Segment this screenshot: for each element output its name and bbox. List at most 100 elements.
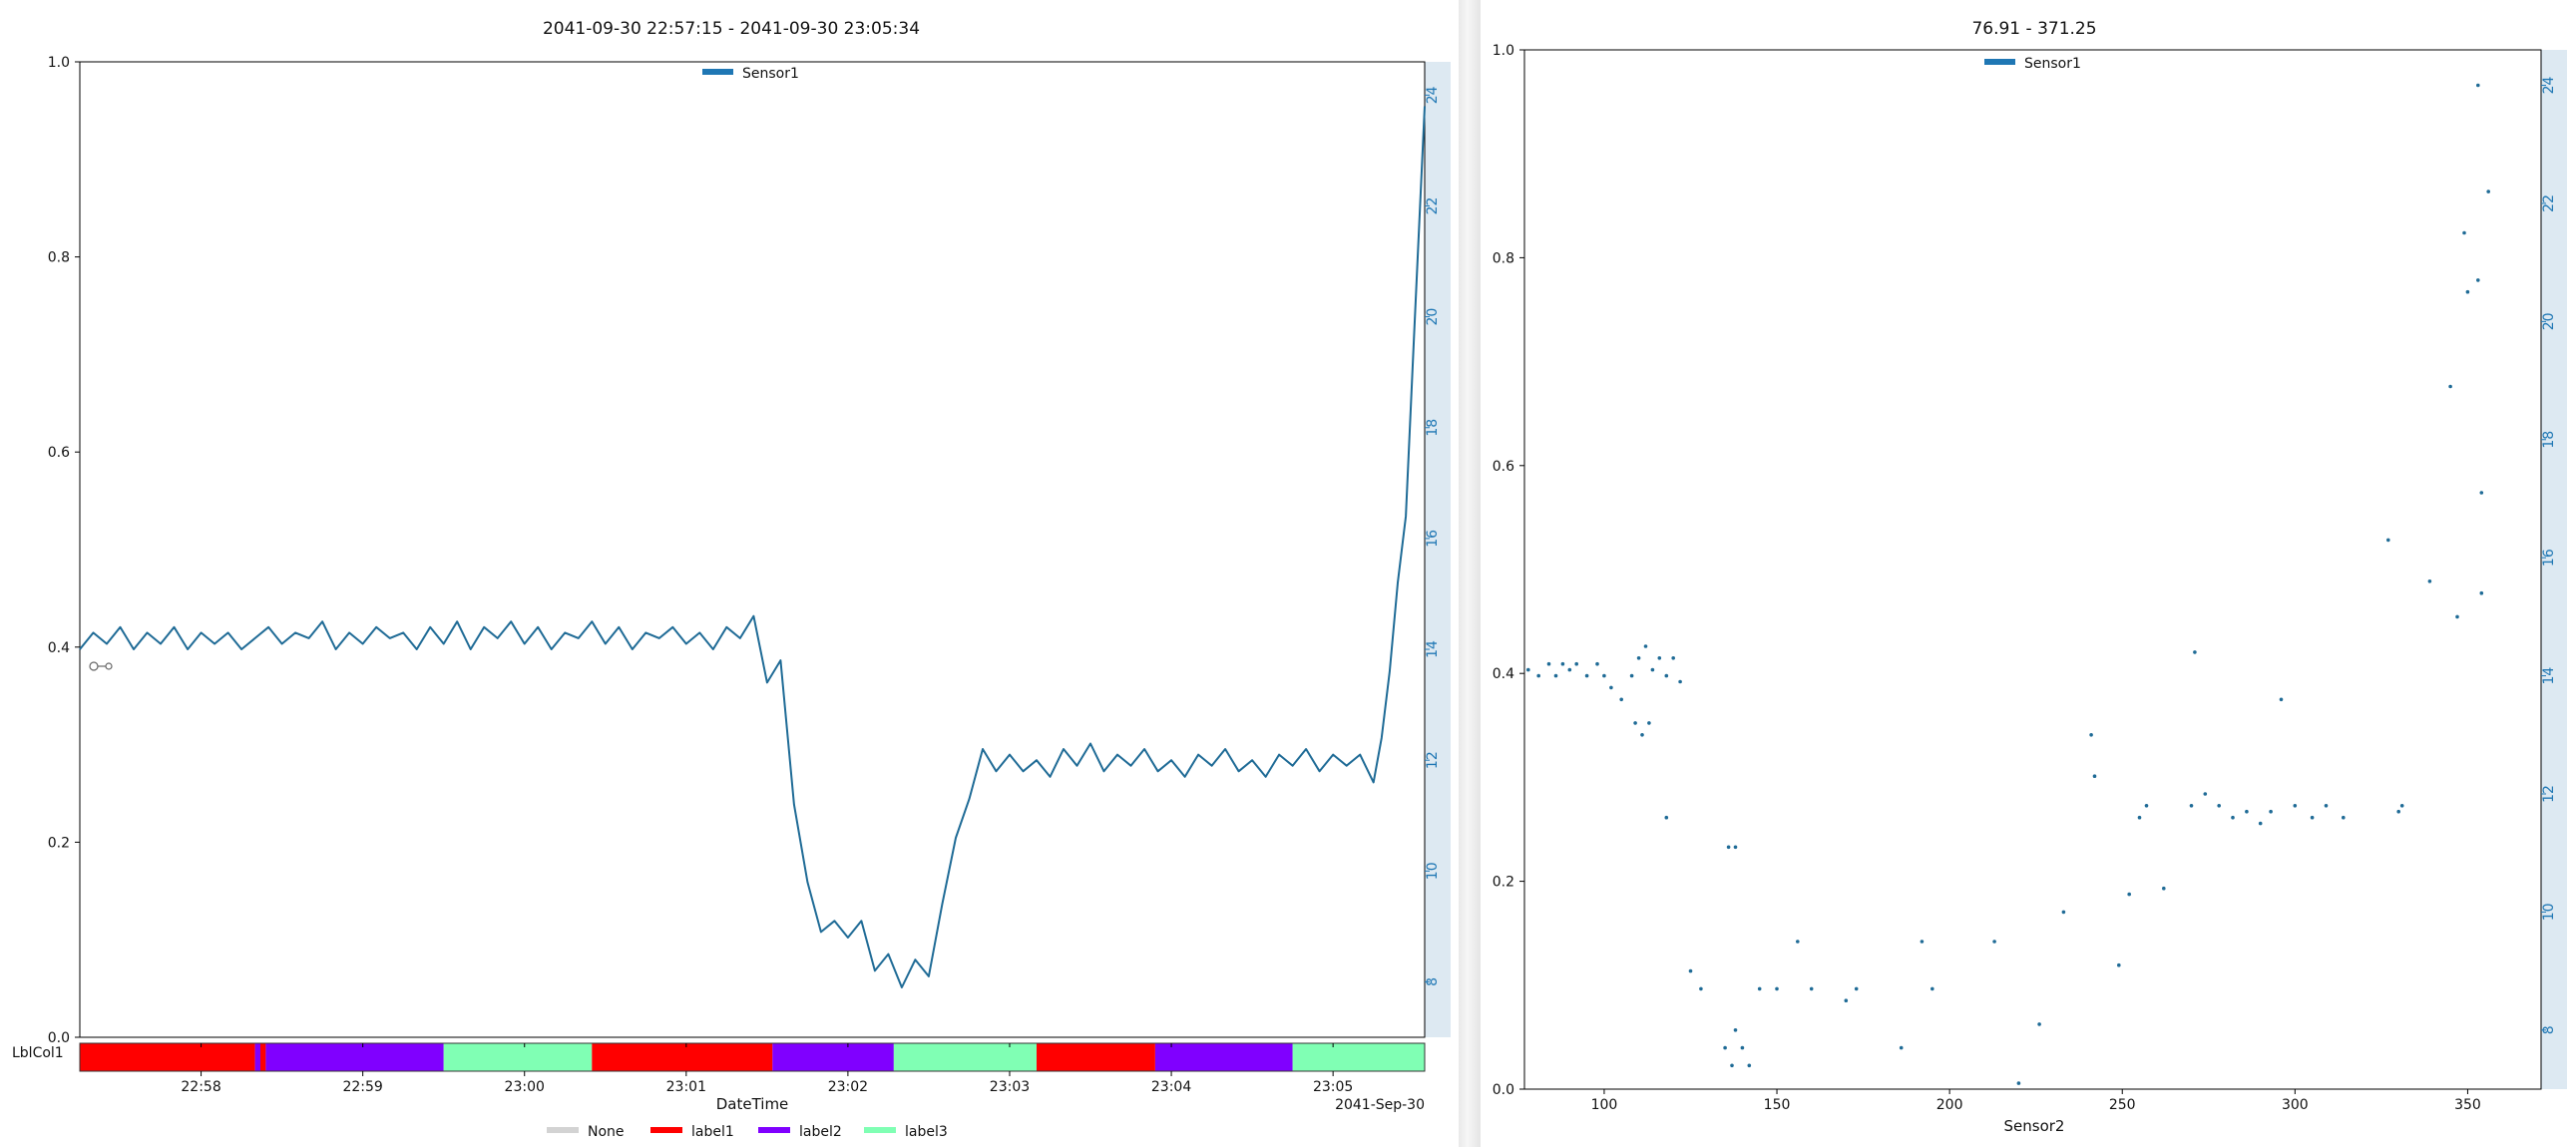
scatter-point <box>2217 804 2221 808</box>
scatter-point <box>2189 804 2194 808</box>
scatter-point <box>2089 733 2093 737</box>
label-legend-item-label1[interactable]: label1 <box>691 1124 734 1140</box>
scatter-point <box>2476 83 2480 88</box>
chart-title: 76.91 - 371.25 <box>1971 19 2096 39</box>
label-legend-item-None[interactable]: None <box>588 1124 625 1140</box>
y2-tick-label-8: 24 <box>1425 86 1441 104</box>
timeseries-chart[interactable]: 2041-09-30 22:57:15 - 2041-09-30 23:05:3… <box>0 0 1459 1147</box>
y-axis-right: 8 10 12 14 16 18 20 22 24 <box>1425 86 1441 986</box>
scatter-point <box>1657 656 1662 660</box>
scatter-point <box>2396 809 2400 814</box>
scatter-point <box>1536 673 1540 678</box>
scatter-point <box>2479 491 2484 495</box>
label-segment-label2[interactable] <box>265 1043 444 1071</box>
label-segment-label3[interactable] <box>1292 1043 1425 1071</box>
x-tick-label-4: 300 <box>2282 1097 2309 1113</box>
scatter-point <box>2324 804 2329 808</box>
scatter-chart[interactable]: 76.91 - 371.25 0.0 0.2 0.4 0.6 0.8 1.0 8 10 12 1… <box>1481 0 2576 1147</box>
y-tick-label-5: 1.0 <box>1493 43 1514 59</box>
scatter-point <box>2455 614 2459 619</box>
scatter-point <box>1643 644 1648 648</box>
label-segment-label1[interactable] <box>592 1043 773 1071</box>
y2-tick-label-8: 24 <box>2541 77 2557 95</box>
legend[interactable]: Sensor1 <box>702 66 799 82</box>
x-tick-label-2: 200 <box>1936 1097 1963 1113</box>
scatter-point <box>1775 986 1779 991</box>
chart-title: 2041-09-30 22:57:15 - 2041-09-30 23:05:3… <box>543 19 920 39</box>
x-tick-label-5: 350 <box>2454 1097 2481 1113</box>
x-tick-label-3: 250 <box>2109 1097 2136 1113</box>
label-track-frame <box>79 1042 1426 1072</box>
pan-cursor-icon <box>89 661 113 671</box>
scatter-point <box>1688 968 1693 973</box>
panel-splitter[interactable] <box>1459 0 1481 1147</box>
y-tick-label-3: 0.6 <box>48 445 70 461</box>
legend[interactable]: Sensor1 <box>1984 56 2081 72</box>
scatter-point <box>2016 1081 2021 1085</box>
scatter-point <box>1574 661 1578 666</box>
label-segment-label1[interactable] <box>1037 1043 1155 1071</box>
label-segment-label1[interactable] <box>80 1043 255 1071</box>
scatter-point <box>1664 815 1669 820</box>
scatter-point <box>2386 538 2390 543</box>
y2-tick-label-7: 22 <box>1425 197 1441 215</box>
y2-tick-label-1: 10 <box>2541 903 2557 921</box>
x-tick-label-5: 23:03 <box>990 1079 1030 1095</box>
label-track[interactable] <box>79 1042 1426 1072</box>
y2-tick-label-0: 8 <box>2541 1025 2557 1034</box>
label-segment-label1[interactable] <box>260 1043 266 1071</box>
scatter-point <box>2448 384 2452 389</box>
scatter-point <box>2462 230 2466 235</box>
x-tick-label-1: 150 <box>1764 1097 1791 1113</box>
scatter-point <box>1633 721 1637 725</box>
right-axis-band[interactable] <box>2541 50 2567 1089</box>
scatter-point <box>1992 940 1996 944</box>
scatter-point <box>1650 667 1655 672</box>
y-tick-label-2: 0.4 <box>48 640 70 656</box>
y2-tick-label-2: 12 <box>1425 751 1441 769</box>
label-legend-item-label2[interactable]: label2 <box>799 1124 842 1140</box>
y-tick-label-0: 0.0 <box>1493 1082 1514 1098</box>
sensor1-line <box>79 106 1426 988</box>
x-axis: 22:58 22:59 23:00 23:01 23:02 23:03 23:04 23:05 <box>181 1043 1353 1095</box>
scatter-point <box>2092 774 2097 778</box>
scatter-point <box>1553 673 1558 678</box>
x-tick-label-2: 23:00 <box>505 1079 545 1095</box>
y2-tick-label-3: 14 <box>1425 640 1441 658</box>
x-tick-label-0: 22:58 <box>181 1079 220 1095</box>
y-axis-left: 0.0 0.2 0.4 0.6 0.8 1.0 <box>48 55 80 1046</box>
y2-tick-label-1: 10 <box>1425 862 1441 880</box>
scatter-point <box>1747 1063 1752 1068</box>
label-legend[interactable]: None label1 label2 label3 <box>547 1124 948 1140</box>
label-segment-label3[interactable] <box>893 1043 1037 1071</box>
scatter-point <box>1567 667 1572 672</box>
scatter-point <box>2310 815 2315 820</box>
scatter-point <box>2117 962 2121 967</box>
scatter-point <box>1733 1028 1738 1032</box>
label-segment-label3[interactable] <box>443 1043 593 1071</box>
y2-tick-label-5: 18 <box>2541 431 2557 449</box>
label-segment-label2[interactable] <box>254 1043 260 1071</box>
label-segment-label2[interactable] <box>1154 1043 1293 1071</box>
right-axis-band[interactable] <box>1425 62 1451 1037</box>
scatter-point <box>1619 697 1623 702</box>
scatter-point <box>2144 804 2149 808</box>
label-segment-label2[interactable] <box>772 1043 894 1071</box>
legend-label-sensor1: Sensor1 <box>2024 56 2081 72</box>
series-sensor1 <box>79 106 1426 988</box>
scatter-point <box>2258 821 2263 826</box>
scatter-point <box>2479 590 2484 595</box>
x-axis-label: Sensor2 <box>2004 1117 2065 1135</box>
y2-tick-label-4: 16 <box>1425 530 1441 548</box>
y2-tick-label-6: 20 <box>1425 308 1441 326</box>
scatter-point <box>2162 886 2166 891</box>
scatter-point <box>1809 986 1814 991</box>
scatter-point <box>1733 845 1738 850</box>
scatter-point <box>1796 940 1800 944</box>
x-axis-label: DateTime <box>716 1095 789 1113</box>
scatter-point <box>2279 697 2284 702</box>
scatter-point <box>1723 1045 1727 1050</box>
y-tick-label-3: 0.6 <box>1493 459 1514 475</box>
label-legend-item-label3[interactable]: label3 <box>905 1124 948 1140</box>
scatter-point <box>2399 804 2404 808</box>
